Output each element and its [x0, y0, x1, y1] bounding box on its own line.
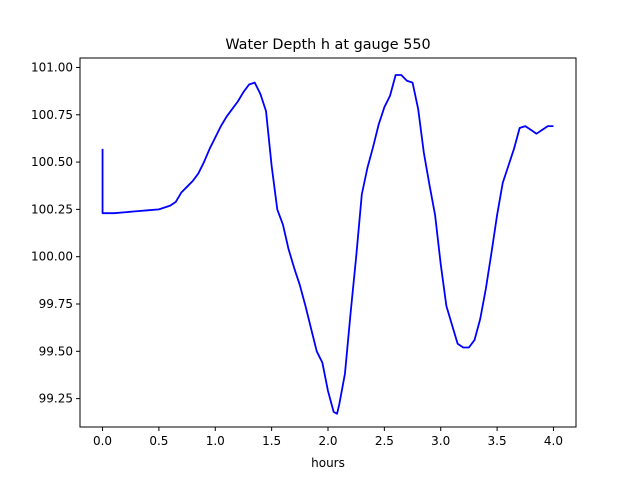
x-tick-label: 1.5 [262, 434, 281, 448]
x-tick-label: 4.0 [544, 434, 563, 448]
x-tick-label: 0.5 [149, 434, 168, 448]
y-tick-label: 100.00 [31, 250, 73, 264]
x-tick-label: 3.5 [488, 434, 507, 448]
y-tick-label: 99.75 [39, 297, 73, 311]
y-tick-label: 99.25 [39, 392, 73, 406]
x-axis-ticks: 0.0 0.5 1.0 1.5 2.0 2.5 3.0 3.5 4.0 [93, 427, 563, 448]
series-line-0 [101, 74, 554, 415]
plot-area [80, 58, 576, 427]
x-tick-label: 0.0 [93, 434, 112, 448]
y-tick-label: 101.00 [31, 60, 73, 74]
x-tick-label: 2.5 [375, 434, 394, 448]
y-tick-label: 100.25 [31, 202, 73, 216]
y-tick-label: 99.50 [39, 344, 73, 358]
x-tick-label: 2.0 [318, 434, 337, 448]
y-tick-label: 100.75 [31, 108, 73, 122]
series-layer [101, 74, 554, 415]
y-axis-ticks: 99.25 99.50 99.75 100.00 100.25 100.50 100.75 1… [31, 60, 80, 406]
y-tick-label: 100.50 [31, 155, 73, 169]
x-tick-label: 1.0 [206, 434, 225, 448]
chart-title: Water Depth h at gauge 550 [225, 37, 430, 53]
x-tick-label: 3.0 [431, 434, 450, 448]
x-axis-label: hours [311, 456, 345, 470]
